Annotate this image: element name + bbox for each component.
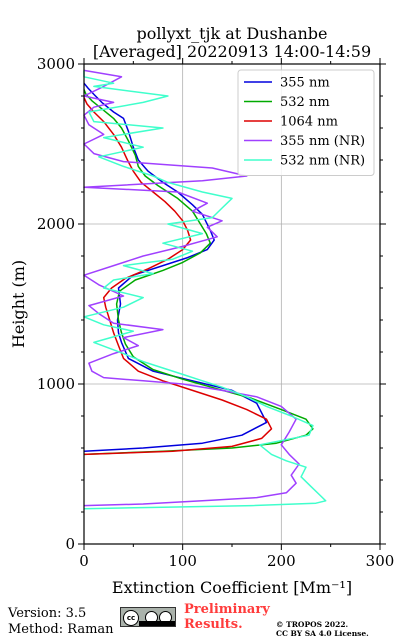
chart-title-line-2: [Averaged] 20220913 14:00-14:59: [93, 42, 371, 61]
legend-label: 532 nm: [280, 95, 330, 110]
chart-title-line-1: pollyxt_tjk at Dushanbe: [136, 24, 327, 43]
legend-label: 355 nm: [280, 76, 330, 91]
y-tick-label: 0: [65, 535, 75, 553]
x-tick-label: 200: [267, 552, 296, 570]
legend-label: 355 nm (NR): [280, 134, 365, 149]
x-axis-label: Extinction Coefficient [Mm⁻¹]: [112, 578, 352, 597]
x-tick-label: 100: [168, 552, 197, 570]
badge-strip: [139, 621, 175, 626]
y-tick-label: 3000: [37, 55, 75, 73]
preliminary-line-1: Preliminary: [184, 602, 270, 617]
copyright-notice: © TROPOS 2022. CC BY SA 4.0 License.: [276, 620, 369, 638]
legend-label: 1064 nm: [280, 115, 338, 130]
copyright-line: © TROPOS 2022.: [276, 620, 349, 629]
cc-icon: cc: [123, 610, 139, 626]
y-axis-label: Height (m): [9, 260, 28, 348]
axis-ticks: [78, 58, 386, 550]
y-tick-label: 1000: [37, 375, 75, 393]
preliminary-line-2: Results.: [184, 617, 243, 632]
legend: 355 nm 532 nm 1064 nm 355 nm (NR) 532 nm (NR…: [237, 69, 375, 176]
legend-label: 532 nm (NR): [280, 154, 365, 169]
version-label: Version: 3.5: [8, 606, 87, 621]
preliminary-results-label: Preliminary Results.: [184, 602, 270, 632]
license-line: CC BY SA 4.0 License.: [276, 629, 369, 638]
x-tick-label: 0: [79, 552, 89, 570]
y-tick-label: 2000: [37, 215, 75, 233]
x-tick-label: 300: [366, 552, 395, 570]
method-label: Method: Raman: [8, 622, 114, 637]
cc-by-sa-badge: cc: [120, 607, 176, 627]
extinction-profile-chart: pollyxt_tjk at Dushanbe [Averaged] 20220…: [9, 24, 395, 597]
legend-box: [237, 69, 375, 176]
series-line: [83, 70, 327, 510]
